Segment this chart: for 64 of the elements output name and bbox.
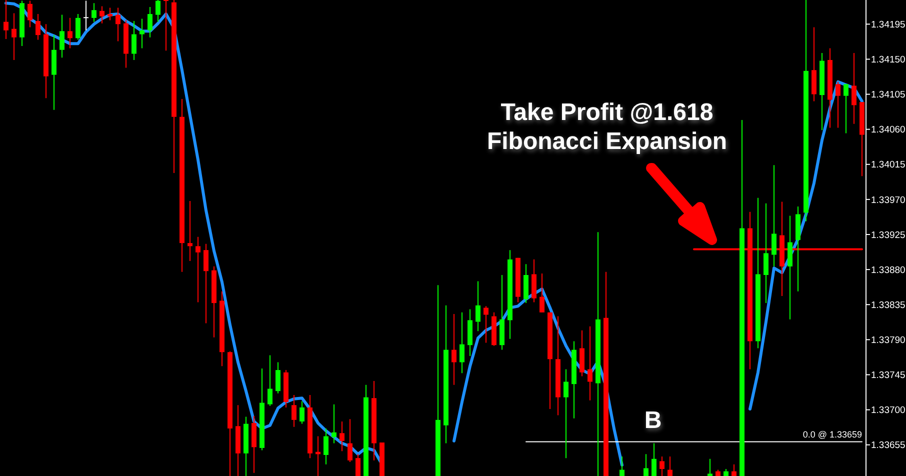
candlestick [324, 428, 328, 465]
candlestick [668, 456, 672, 476]
annotation: Take Profit @1.618 Fibonacci Expansion [486, 99, 728, 155]
candlestick [660, 456, 664, 476]
candlestick [164, 0, 168, 52]
candlestick [76, 14, 80, 40]
candlestick [332, 404, 336, 444]
candlestick [292, 394, 296, 428]
candlestick [60, 14, 64, 58]
y-tick-label: 1.34015 [871, 160, 906, 171]
candlestick [196, 236, 200, 303]
y-tick-label: 1.34105 [871, 90, 906, 101]
candlestick [844, 84, 848, 134]
candlestick [140, 18, 144, 49]
y-tick-label: 1.34195 [871, 19, 906, 30]
candlestick [276, 362, 280, 394]
candlestick [148, 6, 152, 38]
candlestick [68, 17, 72, 49]
candlestick [348, 418, 352, 462]
y-tick-label: 1.33655 [871, 440, 906, 452]
candlestick [188, 200, 192, 262]
candlestick [540, 272, 544, 313]
candlestick [452, 313, 456, 386]
y-tick-label: 1.34060 [871, 124, 906, 136]
y-tick-label: 1.34150 [871, 54, 906, 66]
y-tick-label: 1.33970 [871, 194, 906, 206]
y-tick-label: 1.33790 [871, 334, 906, 346]
candlestick [204, 243, 208, 324]
y-tick-label: 1.33745 [871, 370, 906, 382]
candlestick [836, 81, 840, 128]
candlestick [132, 20, 136, 60]
y-tick-label: 1.33700 [871, 405, 906, 416]
candlestick [644, 454, 648, 476]
candlestick [620, 456, 624, 476]
candlestick [156, 0, 160, 22]
y-tick-label: 1.33880 [871, 264, 906, 276]
annotation: B [644, 407, 662, 434]
candlestick [476, 280, 480, 332]
candlestick [36, 14, 40, 40]
candlestick [84, 0, 88, 31]
candlestick [116, 7, 120, 42]
candlestick [564, 368, 568, 459]
candlestick [12, 12, 16, 60]
y-tick-label: 1.33835 [871, 300, 906, 311]
candlestick [300, 400, 304, 424]
candlestick [28, 0, 32, 28]
candlestick [268, 354, 272, 406]
candlestick [772, 164, 776, 267]
candlestick [340, 420, 344, 452]
candlestick [484, 306, 488, 344]
candlestick [588, 326, 592, 401]
candlestick [732, 464, 736, 476]
candlestick [708, 458, 712, 476]
y-tick-label: 1.33925 [871, 230, 906, 241]
candlestick [652, 442, 656, 476]
candlestick [764, 202, 768, 304]
series-label: 0.0 @ 1.33659 [802, 430, 862, 440]
candlestick [460, 312, 464, 374]
candlestick [92, 2, 96, 22]
candlestick [4, 0, 8, 40]
candlestick [852, 52, 856, 124]
candlestick [108, 7, 112, 21]
candlestick [356, 454, 360, 476]
candlestick [100, 6, 104, 24]
